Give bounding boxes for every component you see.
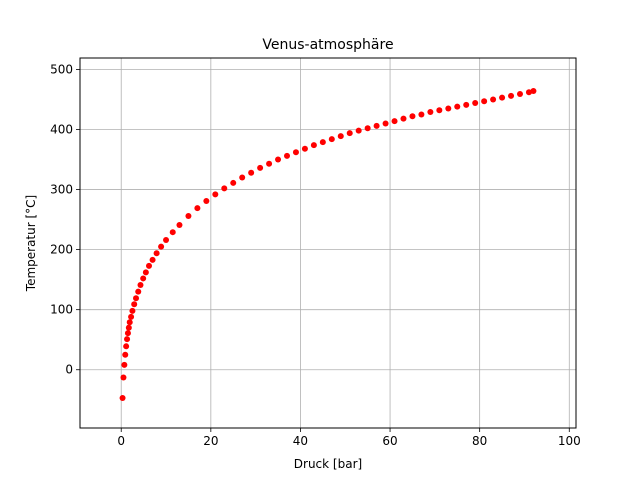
data-point bbox=[490, 96, 497, 103]
x-tick-label: 80 bbox=[472, 434, 487, 448]
data-point bbox=[131, 301, 138, 308]
data-point bbox=[472, 100, 479, 107]
y-axis-ticks: 0 100 200 300 400 500 bbox=[50, 62, 80, 377]
data-point bbox=[129, 307, 136, 314]
grid-lines bbox=[80, 58, 576, 428]
data-point bbox=[133, 295, 140, 302]
data-point bbox=[346, 130, 353, 137]
data-point bbox=[257, 164, 264, 171]
y-tick-label: 300 bbox=[50, 183, 73, 197]
data-point bbox=[499, 94, 506, 101]
data-point bbox=[301, 145, 308, 152]
data-point bbox=[158, 243, 165, 250]
data-point bbox=[409, 113, 416, 120]
data-point bbox=[124, 336, 131, 343]
data-point bbox=[119, 394, 126, 401]
data-point bbox=[248, 169, 255, 176]
data-point bbox=[230, 179, 237, 186]
data-point bbox=[481, 98, 488, 105]
data-point bbox=[123, 343, 130, 350]
data-point bbox=[310, 142, 317, 149]
data-point bbox=[463, 101, 470, 108]
x-tick-label: 20 bbox=[203, 434, 218, 448]
data-point bbox=[128, 313, 135, 320]
data-point bbox=[275, 156, 282, 163]
data-point bbox=[163, 236, 170, 243]
data-point bbox=[142, 269, 149, 276]
data-point bbox=[212, 191, 219, 198]
data-point bbox=[146, 262, 153, 269]
data-point bbox=[382, 120, 389, 127]
data-point bbox=[373, 122, 380, 129]
data-point bbox=[427, 109, 434, 116]
data-point bbox=[153, 250, 160, 257]
y-tick-label: 0 bbox=[65, 363, 73, 377]
data-point bbox=[355, 127, 362, 134]
x-tick-label: 40 bbox=[293, 434, 308, 448]
x-axis-ticks: 0 20 40 60 80 100 bbox=[117, 428, 581, 448]
data-point bbox=[122, 351, 129, 358]
data-point bbox=[328, 136, 335, 143]
data-point bbox=[135, 288, 142, 295]
data-point bbox=[149, 256, 156, 263]
y-tick-label: 400 bbox=[50, 122, 73, 136]
data-point bbox=[221, 185, 228, 192]
data-point bbox=[185, 212, 192, 219]
data-point bbox=[194, 205, 201, 212]
data-markers bbox=[119, 88, 537, 401]
data-point bbox=[126, 319, 133, 326]
data-point bbox=[319, 139, 326, 146]
data-point bbox=[121, 361, 128, 368]
data-point bbox=[284, 152, 291, 159]
y-tick-label: 500 bbox=[50, 62, 73, 76]
data-point bbox=[124, 330, 131, 337]
data-point bbox=[137, 282, 144, 289]
plot-area bbox=[80, 58, 576, 428]
data-point bbox=[266, 160, 273, 167]
data-point bbox=[337, 133, 344, 140]
data-point bbox=[445, 105, 452, 112]
data-point bbox=[454, 103, 461, 110]
data-point bbox=[391, 118, 398, 125]
data-point bbox=[364, 125, 371, 132]
data-point bbox=[530, 88, 537, 95]
x-tick-label: 0 bbox=[117, 434, 125, 448]
data-point bbox=[400, 115, 407, 122]
y-tick-label: 100 bbox=[50, 303, 73, 317]
data-point bbox=[120, 374, 127, 381]
x-tick-label: 60 bbox=[382, 434, 397, 448]
data-point bbox=[436, 107, 443, 114]
x-tick-label: 100 bbox=[558, 434, 581, 448]
data-point bbox=[203, 197, 210, 204]
plot-frame bbox=[79, 57, 577, 429]
data-point bbox=[508, 92, 515, 99]
chart-title: Venus-atmosphäre bbox=[262, 37, 393, 53]
data-point bbox=[239, 174, 246, 181]
data-point bbox=[140, 275, 147, 282]
data-point bbox=[125, 324, 132, 331]
y-tick-label: 200 bbox=[50, 243, 73, 257]
y-axis-label: Temperatur [°C] bbox=[24, 195, 38, 292]
data-point bbox=[516, 91, 523, 98]
data-point bbox=[418, 111, 425, 118]
data-point bbox=[169, 229, 176, 236]
data-point bbox=[292, 149, 299, 156]
x-axis-label: Druck [bar] bbox=[294, 457, 362, 471]
data-point bbox=[176, 221, 183, 228]
